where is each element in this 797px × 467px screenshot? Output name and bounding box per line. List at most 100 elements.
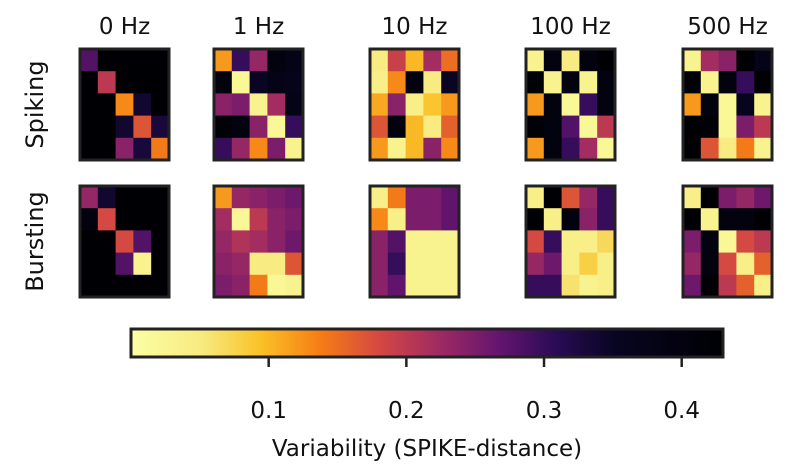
heatmap-cell-spiking-10-hz-r4-c2 — [405, 137, 424, 161]
heatmap-cell-spiking-10-hz-r0-c0 — [370, 49, 389, 72]
heatmap-cell-bursting-100-hz-r0-c2 — [561, 186, 580, 209]
heatmap-frame-bursting-100-hz — [524, 184, 617, 299]
heatmap-cell-bursting-1-hz-r3-c0 — [214, 252, 233, 276]
heatmap-cell-spiking-1-hz-r3-c2 — [249, 115, 268, 139]
heatmap-cell-bursting-1-hz-r0-c4 — [285, 186, 304, 209]
heatmap-cell-spiking-1-hz-r0-c4 — [285, 49, 304, 72]
heatmap-cell-bursting-10-hz-r3-c2 — [405, 252, 424, 276]
heatmap-cell-bursting-1-hz-r2-c3 — [267, 230, 286, 253]
heatmap-cell-bursting-100-hz-r1-c0 — [526, 208, 545, 231]
heatmap-cell-spiking-1-hz-r2-c0 — [214, 93, 233, 116]
heatmap-cell-spiking-10-hz-r3-c2 — [405, 115, 424, 139]
heatmap-cell-spiking-1-hz-r4-c0 — [214, 137, 233, 161]
heatmap-cell-bursting-100-hz-r2-c0 — [526, 230, 545, 253]
heatmap-cell-bursting-100-hz-r4-c4 — [597, 274, 616, 298]
heatmap-frame-spiking-100-hz — [524, 47, 617, 162]
heatmap-cell-spiking-10-hz-r3-c4 — [441, 115, 460, 139]
heatmap-cell-bursting-1-hz-r1-c0 — [214, 208, 233, 231]
heatmap-cell-spiking-500-hz-r0-c0 — [683, 49, 702, 72]
heatmap-cell-bursting-10-hz-r2-c0 — [370, 230, 389, 253]
heatmap-cell-spiking-0-hz-r0-c0 — [80, 49, 99, 72]
heatmap-cell-bursting-100-hz-r1-c3 — [579, 208, 598, 231]
heatmap-cell-bursting-500-hz-r1-c1 — [700, 208, 719, 231]
heatmap-cell-spiking-10-hz-r4-c4 — [441, 137, 460, 161]
heatmap-cell-spiking-10-hz-r1-c4 — [441, 71, 460, 94]
heatmap-cell-spiking-10-hz-r2-c1 — [387, 93, 406, 116]
heatmap-cell-spiking-500-hz-r2-c2 — [718, 93, 737, 116]
heatmap-cell-bursting-0-hz-r4-c0 — [80, 274, 99, 298]
heatmap-cell-bursting-0-hz-r0-c0 — [80, 186, 99, 209]
heatmap-cell-bursting-500-hz-r1-c2 — [718, 208, 737, 231]
heatmap-cell-spiking-1-hz-r1-c2 — [249, 71, 268, 94]
heatmap-cell-spiking-500-hz-r4-c1 — [700, 137, 719, 161]
heatmap-cell-bursting-500-hz-r2-c3 — [736, 230, 755, 253]
heatmap-cell-spiking-0-hz-r0-c4 — [151, 49, 170, 72]
heatmap-cell-spiking-1-hz-r3-c4 — [285, 115, 304, 139]
heatmap-cell-spiking-0-hz-r2-c2 — [115, 93, 134, 116]
heatmap-cell-bursting-0-hz-r2-c3 — [133, 230, 152, 253]
heatmap-cell-spiking-500-hz-r1-c4 — [754, 71, 773, 94]
heatmap-cell-bursting-0-hz-r3-c2 — [115, 252, 134, 276]
heatmap-cell-bursting-500-hz-r0-c2 — [718, 186, 737, 209]
heatmap-cell-bursting-0-hz-r1-c0 — [80, 208, 99, 231]
heatmap-cell-bursting-0-hz-r4-c3 — [133, 274, 152, 298]
heatmap-cell-bursting-100-hz-r0-c1 — [543, 186, 562, 209]
heatmap-cell-spiking-0-hz-r2-c3 — [133, 93, 152, 116]
colorbar-tick-label-2: 0.3 — [526, 398, 563, 424]
heatmap-cell-bursting-10-hz-r4-c4 — [441, 274, 460, 298]
heatmap-cell-spiking-100-hz-r3-c2 — [561, 115, 580, 139]
heatmap-cell-bursting-500-hz-r1-c4 — [754, 208, 773, 231]
heatmap-cell-bursting-0-hz-r4-c4 — [151, 274, 170, 298]
heatmap-cell-spiking-500-hz-r1-c2 — [718, 71, 737, 94]
heatmap-cell-bursting-0-hz-r2-c0 — [80, 230, 99, 253]
heatmap-cell-bursting-0-hz-r3-c3 — [133, 252, 152, 276]
heatmap-cell-spiking-0-hz-r4-c0 — [80, 137, 99, 161]
heatmap-cell-spiking-100-hz-r2-c1 — [543, 93, 562, 116]
heatmap-cell-bursting-10-hz-r1-c0 — [370, 208, 389, 231]
column-title-500-hz: 500 Hz — [687, 14, 768, 40]
colorbar-tick-label-0: 0.1 — [250, 398, 287, 424]
heatmap-cell-bursting-500-hz-r1-c3 — [736, 208, 755, 231]
heatmap-cell-spiking-0-hz-r4-c2 — [115, 137, 134, 161]
heatmap-cell-spiking-100-hz-r0-c4 — [597, 49, 616, 72]
heatmap-cell-bursting-0-hz-r2-c2 — [115, 230, 134, 253]
heatmap-cell-bursting-1-hz-r2-c4 — [285, 230, 304, 253]
heatmap-cell-bursting-1-hz-r0-c3 — [267, 186, 286, 209]
heatmap-cell-bursting-100-hz-r0-c3 — [579, 186, 598, 209]
heatmap-cell-spiking-1-hz-r0-c1 — [231, 49, 250, 72]
heatmap-cell-spiking-0-hz-r1-c4 — [151, 71, 170, 94]
colorbar-label: Variability (SPIKE-distance) — [272, 436, 582, 462]
heatmap-cell-spiking-0-hz-r1-c0 — [80, 71, 99, 94]
heatmap-cell-bursting-500-hz-r2-c2 — [718, 230, 737, 253]
heatmap-cell-spiking-10-hz-r1-c0 — [370, 71, 389, 94]
heatmap-cell-bursting-10-hz-r3-c1 — [387, 252, 406, 276]
heatmap-cell-spiking-500-hz-r3-c0 — [683, 115, 702, 139]
heatmap-cell-bursting-0-hz-r3-c4 — [151, 252, 170, 276]
heatmap-cell-spiking-10-hz-r1-c2 — [405, 71, 424, 94]
heatmap-cell-bursting-10-hz-r2-c4 — [441, 230, 460, 253]
heatmap-cell-bursting-1-hz-r0-c1 — [231, 186, 250, 209]
heatmap-cell-bursting-100-hz-r4-c1 — [543, 274, 562, 298]
heatmap-cell-bursting-10-hz-r3-c3 — [423, 252, 442, 276]
heatmap-cell-spiking-1-hz-r3-c0 — [214, 115, 233, 139]
heatmap-cell-spiking-100-hz-r3-c3 — [579, 115, 598, 139]
heatmap-cell-spiking-0-hz-r3-c3 — [133, 115, 152, 139]
heatmap-cell-spiking-500-hz-r1-c3 — [736, 71, 755, 94]
heatmap-cell-bursting-0-hz-r1-c1 — [97, 208, 116, 231]
heatmap-cell-bursting-1-hz-r1-c2 — [249, 208, 268, 231]
heatmap-cell-spiking-0-hz-r2-c0 — [80, 93, 99, 116]
row-label-spiking: Spiking — [21, 60, 49, 148]
heatmap-cell-spiking-500-hz-r4-c2 — [718, 137, 737, 161]
heatmap-cell-spiking-0-hz-r0-c1 — [97, 49, 116, 72]
heatmap-cell-bursting-500-hz-r3-c0 — [683, 252, 702, 276]
heatmap-cell-bursting-0-hz-r3-c1 — [97, 252, 116, 276]
heatmap-cell-bursting-100-hz-r0-c4 — [597, 186, 616, 209]
heatmap-frame-spiking-10-hz — [368, 47, 461, 162]
heatmap-cell-bursting-500-hz-r0-c1 — [700, 186, 719, 209]
heatmap-cell-bursting-1-hz-r1-c4 — [285, 208, 304, 231]
heatmap-cell-bursting-1-hz-r3-c4 — [285, 252, 304, 276]
heatmap-cell-spiking-1-hz-r2-c1 — [231, 93, 250, 116]
heatmap-frame-bursting-500-hz — [681, 184, 774, 299]
heatmap-cell-bursting-1-hz-r2-c0 — [214, 230, 233, 253]
heatmap-cell-spiking-0-hz-r3-c4 — [151, 115, 170, 139]
